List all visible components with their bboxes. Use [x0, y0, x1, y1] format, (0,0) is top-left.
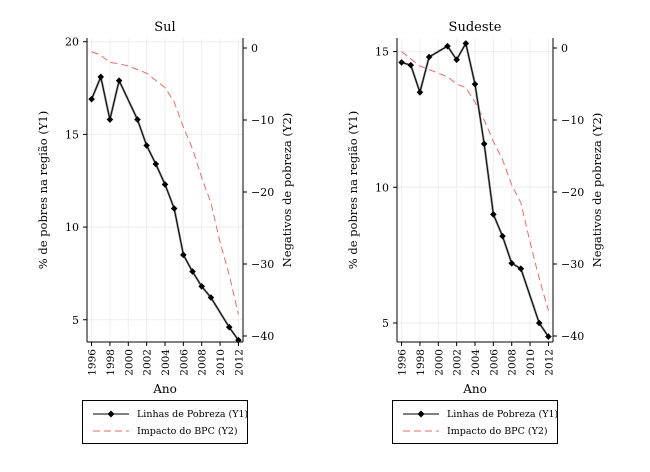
- x-tick-label: 2010: [525, 349, 537, 376]
- x-tick-label: 2006: [178, 349, 190, 376]
- legend-label: Impacto do BPC (Y2): [447, 425, 548, 437]
- y2-tick-label: −10: [251, 114, 274, 127]
- data-point-marker: [143, 142, 150, 149]
- x-tick-label: 2006: [488, 349, 500, 376]
- x-tick-label: 2012: [543, 349, 555, 376]
- legend-dashed-symbol: [403, 430, 439, 432]
- legend-item-linhas: Linhas de Pobreza (Y1): [401, 407, 558, 421]
- y1-tick-label: 5: [72, 314, 79, 327]
- data-point-marker: [535, 319, 543, 327]
- data-point-marker: [499, 232, 506, 240]
- data-point-marker: [225, 323, 233, 331]
- y2-tick-label: 0: [251, 42, 258, 55]
- y2-axis-label: Negativos de pobreza (Y2): [590, 113, 604, 268]
- legend-label: Linhas de Pobreza (Y1): [447, 408, 559, 420]
- x-axis-label: Ano: [462, 382, 487, 396]
- series-line-impacto-bpc: [91, 51, 239, 315]
- y2-axis-label: Negativos de pobreza (Y2): [280, 113, 294, 268]
- y2-tick-label: −10: [561, 114, 584, 127]
- y1-tick-label: 20: [65, 36, 79, 49]
- y2-tick-label: −40: [561, 330, 584, 343]
- y1-tick-label: 10: [65, 221, 79, 234]
- data-point-marker: [207, 294, 215, 301]
- data-point-marker: [508, 259, 516, 267]
- x-tick-label: 2010: [215, 349, 227, 376]
- y1-axis-label: % de pobres na região (Y1): [36, 111, 50, 270]
- data-point-marker: [444, 42, 451, 50]
- data-point-marker: [170, 205, 178, 212]
- data-point-marker: [180, 251, 187, 259]
- x-tick-label: 2004: [470, 349, 482, 376]
- y1-tick-label: 15: [65, 128, 79, 141]
- data-point-marker: [462, 40, 470, 47]
- x-tick-label: 1998: [415, 349, 427, 376]
- y2-tick-label: −20: [251, 186, 274, 199]
- y2-tick-label: −30: [251, 258, 274, 271]
- legend-item-linhas: Linhas de Pobreza (Y1): [91, 407, 248, 421]
- y2-tick-label: −30: [561, 258, 584, 271]
- chart-panel-sudeste: Sudeste 5 10 15 0 −10 −20 −30 −40 1996 1998 2000 200…: [346, 20, 604, 396]
- x-tick-label: 2000: [433, 349, 445, 376]
- y2-tick-label: −40: [251, 330, 274, 343]
- data-point-marker: [453, 56, 460, 64]
- x-tick-label: 1996: [87, 349, 99, 376]
- data-point-marker: [152, 160, 160, 168]
- y1-tick-label: 15: [375, 46, 389, 59]
- legend-label: Impacto do BPC (Y2): [137, 425, 238, 437]
- series-line-impacto-bpc: [401, 51, 549, 311]
- y1-axis-label: % de pobres na região (Y1): [346, 111, 360, 270]
- data-point-marker: [517, 265, 525, 273]
- legend-item-impacto: Impacto do BPC (Y2): [91, 424, 238, 438]
- chart-title: Sul: [154, 20, 175, 35]
- data-point-marker: [97, 73, 105, 81]
- data-point-marker: [407, 61, 415, 69]
- x-tick-label: 2002: [452, 349, 464, 376]
- chart-panel-sul: Sul 5 10 15 20 0 −10 −20 −30 −40 1996 1998 2000 2002 2…: [36, 20, 294, 396]
- legend-item-impacto: Impacto do BPC (Y2): [401, 424, 548, 438]
- data-point-marker: [471, 80, 479, 88]
- data-point-marker: [88, 95, 95, 103]
- y2-tick-label: −20: [561, 186, 584, 199]
- data-point-marker: [198, 283, 206, 290]
- x-tick-label: 1998: [105, 349, 117, 376]
- x-axis-label: Ano: [152, 382, 177, 396]
- data-point-marker: [416, 88, 424, 96]
- x-tick-label: 2008: [197, 349, 209, 376]
- x-tick-label: 2000: [123, 349, 135, 376]
- data-point-marker: [189, 268, 196, 275]
- data-point-marker: [490, 211, 497, 218]
- legend-dashed-symbol: [93, 430, 129, 432]
- data-point-marker: [235, 336, 242, 344]
- legend-sul: Linhas de Pobreza (Y1) Impacto do BPC (Y…: [82, 400, 248, 444]
- x-tick-label: 2004: [160, 349, 172, 376]
- data-point-marker: [398, 59, 405, 66]
- x-tick-label: 2002: [142, 349, 154, 376]
- y1-tick-label: 5: [382, 317, 389, 330]
- data-point-marker: [545, 333, 552, 340]
- data-point-marker: [480, 140, 488, 148]
- data-point-marker: [106, 116, 114, 123]
- x-tick-label: 1996: [397, 349, 409, 376]
- data-point-marker: [425, 53, 433, 61]
- y2-tick-label: 0: [561, 42, 568, 55]
- x-tick-label: 2008: [507, 349, 519, 376]
- legend-sudeste: Linhas de Pobreza (Y1) Impacto do BPC (Y…: [392, 400, 558, 444]
- legend-label: Linhas de Pobreza (Y1): [137, 408, 249, 420]
- legend-line-diamond-symbol: [93, 410, 129, 418]
- legend-line-diamond-symbol: [403, 410, 439, 418]
- y1-tick-label: 10: [375, 181, 389, 194]
- data-point-marker: [115, 77, 123, 84]
- chart-title: Sudeste: [449, 20, 502, 35]
- data-point-marker: [161, 181, 169, 188]
- x-tick-label: 2012: [233, 349, 245, 376]
- data-point-marker: [134, 116, 141, 123]
